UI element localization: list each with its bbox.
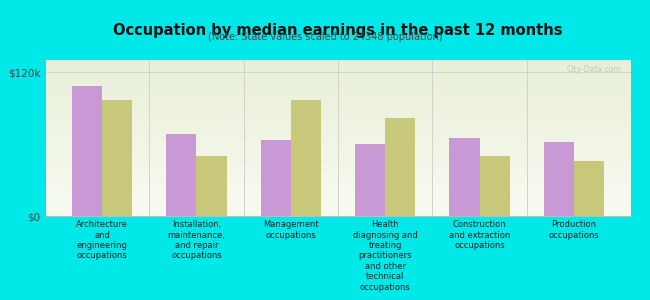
Bar (46, 132, 630, 135)
Bar (46, 129, 630, 132)
Text: City-Data.com: City-Data.com (567, 65, 621, 74)
Bar (46, 197, 630, 200)
Bar (543, 142, 574, 216)
Bar (46, 135, 630, 138)
Bar (196, 156, 227, 216)
Bar (46, 73, 630, 76)
Bar (449, 138, 480, 216)
Bar (46, 163, 630, 166)
Bar (46, 213, 630, 216)
Bar (46, 63, 630, 66)
Bar (46, 147, 630, 151)
Bar (102, 100, 133, 216)
Bar (46, 88, 630, 91)
Bar (46, 191, 630, 194)
Bar (355, 144, 385, 216)
Bar (46, 160, 630, 163)
Bar (574, 161, 604, 216)
Bar (46, 79, 630, 82)
Bar (72, 86, 102, 216)
Bar (46, 110, 630, 113)
Bar (480, 156, 510, 216)
Bar (46, 157, 630, 160)
Bar (46, 69, 630, 73)
Bar (46, 138, 630, 141)
Bar (291, 100, 321, 216)
Bar (166, 134, 196, 216)
Bar (46, 203, 630, 207)
Bar (46, 188, 630, 191)
Bar (46, 119, 630, 122)
Bar (46, 125, 630, 129)
Bar (46, 200, 630, 203)
Bar (46, 169, 630, 172)
Bar (46, 76, 630, 79)
Bar (46, 178, 630, 182)
Bar (46, 113, 630, 116)
Bar (46, 207, 630, 210)
Bar (46, 185, 630, 188)
Bar (46, 194, 630, 197)
Bar (46, 85, 630, 88)
Bar (46, 116, 630, 119)
Bar (46, 122, 630, 125)
Bar (46, 94, 630, 98)
Bar (46, 91, 630, 94)
Text: (Note: State values scaled to 24348 population): (Note: State values scaled to 24348 popu… (208, 32, 442, 41)
Bar (46, 210, 630, 213)
Bar (46, 141, 630, 144)
Bar (46, 107, 630, 110)
Bar (46, 144, 630, 147)
Bar (46, 176, 630, 178)
Bar (46, 151, 630, 154)
Bar (46, 154, 630, 157)
Bar (46, 182, 630, 185)
Bar (46, 166, 630, 169)
Bar (46, 98, 630, 100)
Bar (385, 118, 415, 216)
Title: Occupation by median earnings in the past 12 months: Occupation by median earnings in the pas… (113, 23, 563, 38)
Bar (46, 100, 630, 104)
Bar (46, 82, 630, 85)
Bar (261, 140, 291, 216)
Bar (46, 66, 630, 69)
Bar (46, 60, 630, 63)
Bar (46, 172, 630, 176)
Bar (46, 104, 630, 107)
